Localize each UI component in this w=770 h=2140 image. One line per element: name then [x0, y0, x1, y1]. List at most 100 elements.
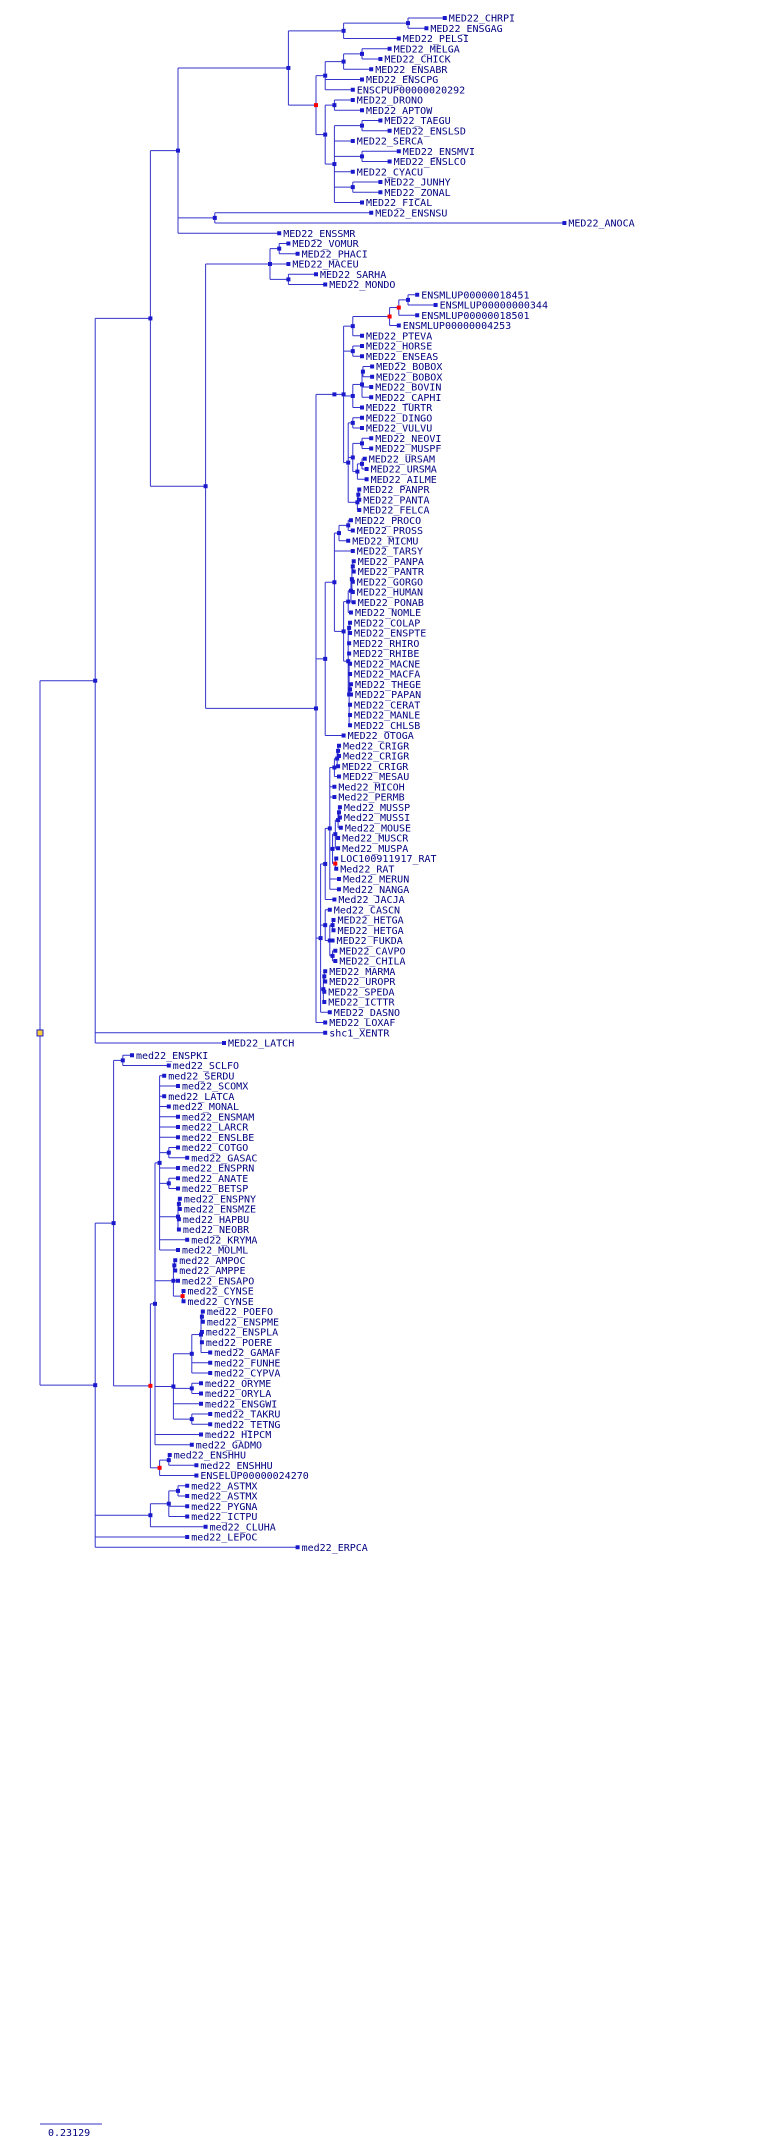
leaf-node[interactable]	[286, 262, 291, 266]
speciation-node[interactable]	[314, 706, 318, 711]
leaf-label[interactable]: MED22_FICAL	[366, 198, 432, 209]
speciation-node[interactable]	[347, 692, 352, 697]
leaf-label[interactable]: med22_ANATE	[182, 1174, 248, 1185]
speciation-node[interactable]	[348, 687, 353, 692]
speciation-node[interactable]	[318, 936, 323, 941]
leaf-label[interactable]: MED22_ENSMVI	[403, 147, 475, 158]
speciation-node[interactable]	[176, 1488, 180, 1493]
speciation-node[interactable]	[336, 818, 341, 823]
speciation-node[interactable]	[346, 460, 351, 465]
leaf-label[interactable]: MED22_PANTR	[358, 567, 425, 578]
speciation-node[interactable]	[148, 316, 153, 321]
leaf-node[interactable]	[327, 907, 332, 912]
leaf-label[interactable]: med22_NEOBR	[183, 1225, 250, 1236]
leaf-label[interactable]: med22_PYGNA	[191, 1502, 257, 1513]
leaf-label[interactable]: MED22_LATCH	[228, 1039, 294, 1050]
leaf-label[interactable]: MED22_UROPR	[329, 977, 396, 988]
leaf-node[interactable]	[323, 979, 328, 984]
leaf-label[interactable]: shc1_XENTR	[329, 1028, 390, 1039]
leaf-label[interactable]: med22_SCLFO	[173, 1061, 239, 1072]
leaf-label[interactable]: ENSMLUP00000018451	[421, 290, 529, 301]
leaf-node[interactable]	[348, 713, 353, 717]
leaf-node[interactable]	[348, 723, 353, 728]
leaf-node[interactable]	[341, 733, 346, 738]
leaf-label[interactable]: MED22_OTOGA	[348, 731, 414, 742]
speciation-node[interactable]	[350, 393, 355, 398]
leaf-label[interactable]: Med22_MUSSI	[344, 813, 410, 824]
leaf-label[interactable]: MED22_FUKDA	[337, 936, 403, 947]
speciation-node[interactable]	[203, 484, 208, 489]
leaf-label[interactable]: med22_ICTPU	[191, 1512, 257, 1523]
leaf-label[interactable]: MED22_MACFA	[354, 670, 420, 681]
leaf-label[interactable]: MED22_SERCA	[357, 137, 423, 148]
leaf-node[interactable]	[369, 446, 374, 451]
leaf-node[interactable]	[337, 815, 342, 820]
leaf-node[interactable]	[200, 1309, 205, 1314]
speciation-node[interactable]	[406, 21, 410, 26]
leaf-node[interactable]	[323, 1030, 328, 1035]
leaf-label[interactable]: MED22_CHICK	[384, 55, 450, 66]
leaf-node[interactable]	[208, 1371, 213, 1375]
duplication-node[interactable]	[387, 314, 392, 319]
leaf-node[interactable]	[338, 825, 343, 830]
leaf-node[interactable]	[176, 1176, 180, 1181]
leaf-label[interactable]: med22_BETSP	[182, 1184, 248, 1195]
leaf-label[interactable]: MED22_DRONO	[357, 96, 423, 107]
leaf-label[interactable]: MED22_URSMA	[371, 465, 437, 476]
speciation-node[interactable]	[171, 1384, 176, 1389]
leaf-node[interactable]	[347, 641, 352, 646]
leaf-label[interactable]: MED22_ENSEAS	[366, 352, 438, 363]
leaf-node[interactable]	[166, 1104, 171, 1109]
leaf-label[interactable]: MED22_HUMAN	[357, 588, 423, 599]
leaf-label[interactable]: MED22_PANPA	[358, 557, 424, 568]
leaf-node[interactable]	[185, 1237, 190, 1242]
leaf-node[interactable]	[323, 1020, 328, 1025]
leaf-node[interactable]	[350, 549, 355, 553]
speciation-node[interactable]	[332, 765, 337, 770]
speciation-node[interactable]	[176, 1201, 181, 1206]
leaf-label[interactable]: med22_ENSGWI	[205, 1399, 277, 1410]
leaf-node[interactable]	[337, 877, 341, 881]
leaf-node[interactable]	[208, 1350, 213, 1355]
leaf-label[interactable]: MED22_SARHA	[320, 270, 386, 281]
leaf-node[interactable]	[351, 559, 356, 564]
leaf-label[interactable]: Med22_CRIGR	[343, 741, 410, 752]
leaf-node[interactable]	[185, 1494, 190, 1498]
leaf-label[interactable]: med22_ENSPKI	[136, 1051, 208, 1062]
leaf-label[interactable]: med22_COTGO	[182, 1143, 248, 1154]
leaf-label[interactable]: med22_MONAL	[173, 1102, 239, 1113]
leaf-label[interactable]: Med22_JACJA	[338, 895, 404, 906]
leaf-node[interactable]	[176, 1135, 180, 1140]
leaf-label[interactable]: med22_POERE	[206, 1338, 272, 1349]
speciation-node[interactable]	[350, 324, 355, 329]
speciation-node[interactable]	[350, 564, 355, 569]
leaf-node[interactable]	[415, 313, 420, 318]
leaf-node[interactable]	[176, 1227, 181, 1232]
leaf-node[interactable]	[378, 190, 383, 195]
leaf-node[interactable]	[295, 251, 300, 256]
leaf-node[interactable]	[396, 149, 401, 154]
leaf-node[interactable]	[167, 1453, 172, 1457]
speciation-node[interactable]	[349, 577, 354, 582]
leaf-node[interactable]	[332, 784, 337, 789]
leaf-node[interactable]	[181, 1289, 186, 1293]
leaf-node[interactable]	[199, 1391, 203, 1396]
speciation-node[interactable]	[332, 392, 337, 397]
leaf-node[interactable]	[185, 1155, 190, 1160]
leaf-label[interactable]: Med22_PERMB	[338, 793, 404, 804]
leaf-node[interactable]	[378, 118, 383, 123]
leaf-label[interactable]: med22_LEPOC	[191, 1533, 257, 1544]
speciation-node[interactable]	[341, 392, 346, 397]
leaf-label[interactable]: MED22_MUSPF	[375, 444, 441, 455]
leaf-node[interactable]	[396, 323, 401, 328]
leaf-node[interactable]	[323, 282, 328, 287]
leaf-label[interactable]: med22_AMPPE	[179, 1266, 245, 1277]
leaf-node[interactable]	[336, 836, 341, 840]
leaf-label[interactable]: MED22_PROSS	[357, 526, 423, 537]
leaf-label[interactable]: med22_LARCR	[182, 1123, 249, 1134]
leaf-node[interactable]	[176, 1248, 180, 1252]
leaf-node[interactable]	[333, 959, 338, 963]
leaf-label[interactable]: med22_AMPOC	[179, 1256, 245, 1267]
leaf-node[interactable]	[348, 631, 353, 635]
leaf-node[interactable]	[322, 989, 327, 994]
